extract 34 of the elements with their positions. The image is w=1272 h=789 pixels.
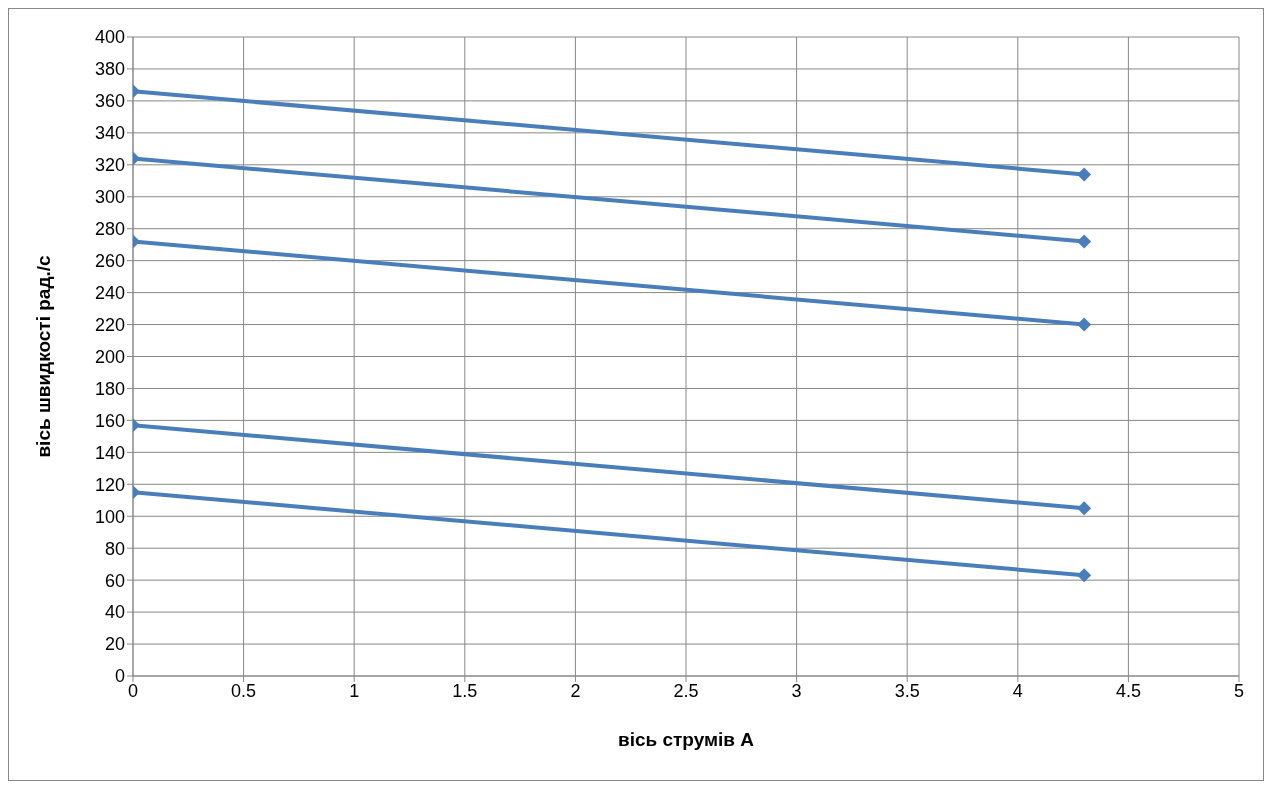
y-tick-label: 360: [94, 91, 125, 112]
y-tick-label: 200: [94, 346, 125, 367]
x-tick-label: 0: [127, 680, 139, 701]
y-tick-label: 280: [94, 219, 125, 240]
y-tick-label: 100: [94, 506, 125, 527]
x-axis-title: вісь струмів А: [617, 729, 755, 750]
y-tick-label: 220: [94, 314, 125, 335]
x-tick-label: 1.5: [452, 680, 478, 701]
y-tick-label: 0: [114, 666, 125, 687]
y-tick-label: 400: [94, 27, 125, 48]
y-tick-label: 240: [94, 282, 125, 303]
y-tick-label: 160: [94, 410, 125, 431]
x-tick-label: 3.5: [894, 680, 920, 701]
x-tick-label: 2.5: [673, 680, 699, 701]
y-tick-label: 40: [104, 602, 125, 623]
y-tick-label: 60: [104, 570, 125, 591]
y-tick-label: 260: [94, 251, 125, 272]
y-tick-label: 340: [94, 123, 125, 144]
x-tick-label: 0.5: [231, 680, 257, 701]
y-tick-label: 20: [104, 634, 125, 655]
x-tick-label: 2: [570, 680, 581, 701]
x-tick-label: 4.5: [1115, 680, 1141, 701]
y-tick-label: 140: [94, 442, 125, 463]
y-tick-label: 380: [94, 59, 125, 80]
x-tick-label: 1: [349, 680, 360, 701]
y-axis-title: вісь швидкості рад./с: [32, 255, 54, 458]
y-tick-label: 120: [94, 474, 125, 495]
x-tick-label: 3: [791, 680, 802, 701]
y-tick-label: 80: [104, 538, 125, 559]
x-tick-label: 5: [1233, 680, 1245, 701]
y-tick-label: 180: [94, 378, 125, 399]
x-tick-label: 4: [1012, 680, 1023, 701]
y-tick-label: 320: [94, 155, 125, 176]
y-tick-label: 300: [94, 187, 125, 208]
